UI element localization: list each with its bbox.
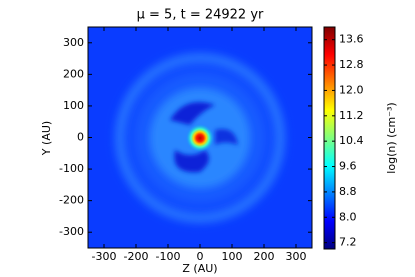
y-axis-label: Y (AU) — [40, 121, 53, 156]
y-tick-label: 300 — [63, 36, 84, 49]
colorbar-tick-label: 9.6 — [339, 160, 357, 173]
x-axis-label: Z (AU) — [182, 262, 217, 275]
y-tick-label: 100 — [63, 99, 84, 112]
x-tick-label: 200 — [254, 250, 275, 263]
colorbar — [323, 26, 336, 250]
x-tick-label: 0 — [197, 250, 204, 263]
y-tick-label: -200 — [59, 194, 84, 207]
colorbar-tick-label: 12.8 — [339, 58, 364, 71]
x-tick-label: -300 — [92, 250, 117, 263]
x-tick-label: 300 — [286, 250, 307, 263]
x-tick-label: 100 — [222, 250, 243, 263]
density-map — [88, 27, 312, 248]
x-tick-label: -100 — [156, 250, 181, 263]
y-tick-label: -100 — [59, 162, 84, 175]
colorbar-label: log(n) (cm⁻³) — [385, 102, 398, 173]
colorbar-tick-label: 7.2 — [339, 236, 357, 249]
colorbar-tick-label: 8.8 — [339, 185, 357, 198]
y-tick-label: 200 — [63, 67, 84, 80]
colorbar-tick-label: 8.0 — [339, 210, 357, 223]
colorbar-tick-label: 13.6 — [339, 33, 364, 46]
colorbar-tick-label: 11.2 — [339, 109, 364, 122]
y-tick-label: 0 — [77, 131, 84, 144]
x-tick-label: -200 — [124, 250, 149, 263]
chart-title: μ = 5, t = 24922 yr — [137, 8, 264, 23]
y-tick-label: -300 — [59, 225, 84, 238]
colorbar-tick-label: 10.4 — [339, 134, 364, 147]
colorbar-tick-label: 12.0 — [339, 83, 364, 96]
